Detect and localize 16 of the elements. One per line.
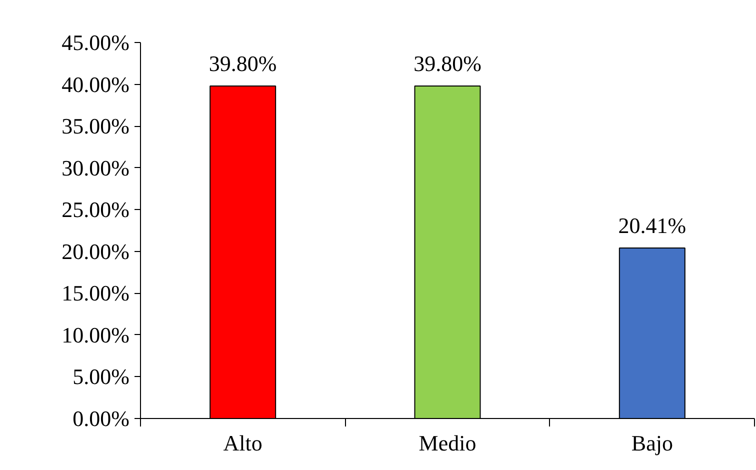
x-tick-label: Medio (418, 430, 476, 456)
y-tick-label: 30.00% (62, 155, 130, 180)
data-label: 39.80% (414, 50, 482, 76)
y-tick-label: 5.00% (72, 364, 130, 390)
y-tick-label: 10.00% (62, 322, 130, 348)
x-tick-label: Alto (223, 430, 262, 456)
y-tick-label: 0.00% (72, 406, 130, 431)
y-tick-label: 40.00% (62, 72, 130, 97)
y-tick-label: 25.00% (62, 197, 130, 222)
data-label: 20.41% (618, 212, 686, 238)
x-tick-label: Bajo (631, 430, 673, 456)
y-tick-label: 35.00% (62, 114, 130, 139)
y-tick-label: 15.00% (62, 280, 130, 306)
data-label: 39.80% (208, 50, 277, 76)
y-tick-label: 45.00% (62, 30, 130, 55)
y-tick-label: 20.00% (62, 238, 130, 264)
